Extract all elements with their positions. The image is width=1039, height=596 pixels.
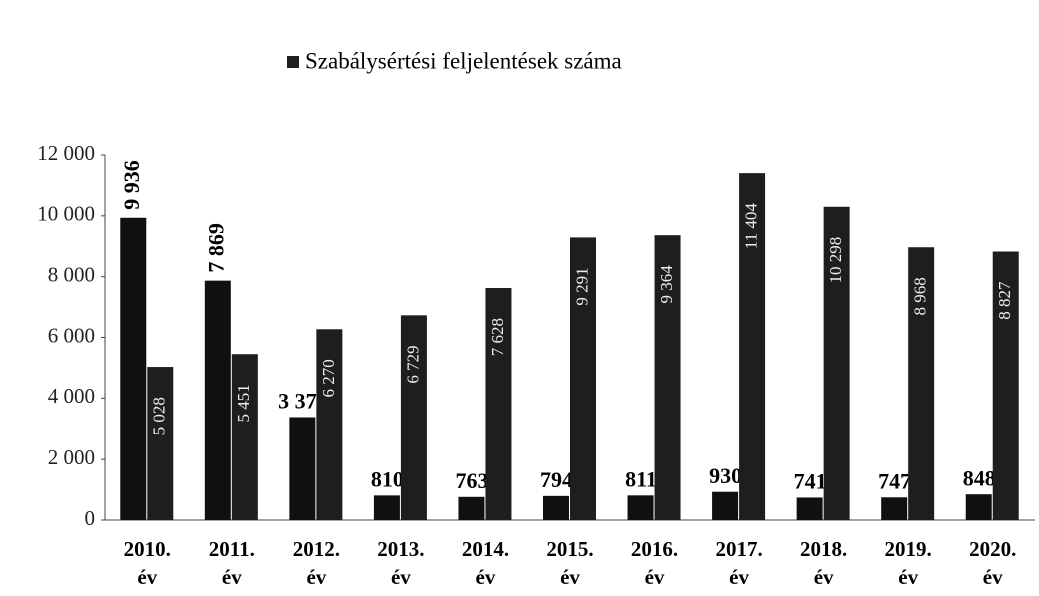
x-tick-label: 2018. év — [794, 535, 854, 591]
x-tick-label: 2019. év — [878, 535, 938, 591]
y-tick-label: 10 000 — [37, 202, 95, 226]
bar — [628, 495, 654, 520]
bar — [966, 494, 992, 520]
x-tick-label: 2017. év — [709, 535, 769, 591]
value-label: 930 — [709, 463, 742, 488]
x-tick-label: 2013. év — [371, 535, 431, 591]
bar — [289, 417, 315, 520]
value-label: 741 — [794, 469, 827, 494]
bar — [374, 495, 400, 520]
bar — [205, 281, 231, 520]
value-label: 11 404 — [741, 203, 760, 250]
bar — [458, 497, 484, 520]
value-label: 810 — [371, 466, 404, 491]
y-tick-label: 12 000 — [37, 141, 95, 165]
value-label: 5 451 — [234, 384, 253, 422]
legend-label: Szabálysértési feljelentések száma — [305, 48, 622, 73]
value-label: 10 298 — [826, 237, 845, 284]
value-label: 747 — [878, 468, 911, 493]
value-label: 7 628 — [488, 318, 507, 356]
value-label: 9 936 — [119, 160, 144, 210]
chart: 0 2 000 4 000 6 000 8 000 10 000 12 000 9 936 5 … — [0, 0, 1039, 596]
x-tick-label: 2016. év — [625, 535, 685, 591]
x-tick-label: 2015. év — [540, 535, 600, 591]
value-label: 8 968 — [911, 277, 930, 315]
y-tick-label: 6 000 — [48, 323, 95, 347]
bar — [120, 218, 146, 520]
y-tick-label: 2 000 — [48, 445, 95, 469]
value-label: 5 028 — [150, 397, 169, 435]
x-tick-label: 2012. év — [286, 535, 346, 591]
value-label: 6 729 — [403, 345, 422, 383]
bar — [147, 367, 173, 520]
value-label: 8 827 — [995, 281, 1014, 320]
bar — [543, 496, 569, 520]
y-tick-label: 0 — [85, 506, 96, 530]
value-label: 7 869 — [203, 223, 228, 273]
page: 0 2 000 4 000 6 000 8 000 10 000 12 000 9 936 5 … — [0, 0, 1039, 596]
bar — [232, 354, 258, 520]
x-tick-label: 2014. év — [455, 535, 515, 591]
value-label: 848 — [963, 465, 996, 490]
value-label: 9 291 — [572, 267, 591, 305]
bar — [797, 497, 823, 520]
legend-marker — [287, 56, 299, 68]
value-label: 763 — [455, 468, 488, 493]
y-tick-label: 8 000 — [48, 262, 95, 286]
x-tick-label: 2020. év — [963, 535, 1023, 591]
value-label: 6 270 — [319, 359, 338, 397]
bar — [316, 329, 342, 520]
x-tick-label: 2010. év — [117, 535, 177, 591]
bar — [881, 497, 907, 520]
value-label: 794 — [540, 467, 573, 492]
y-tick-label: 4 000 — [48, 384, 95, 408]
value-label: 9 364 — [657, 265, 676, 304]
bar — [712, 492, 738, 520]
x-tick-label: 2011. év — [202, 535, 262, 591]
value-label: 811 — [625, 466, 657, 491]
